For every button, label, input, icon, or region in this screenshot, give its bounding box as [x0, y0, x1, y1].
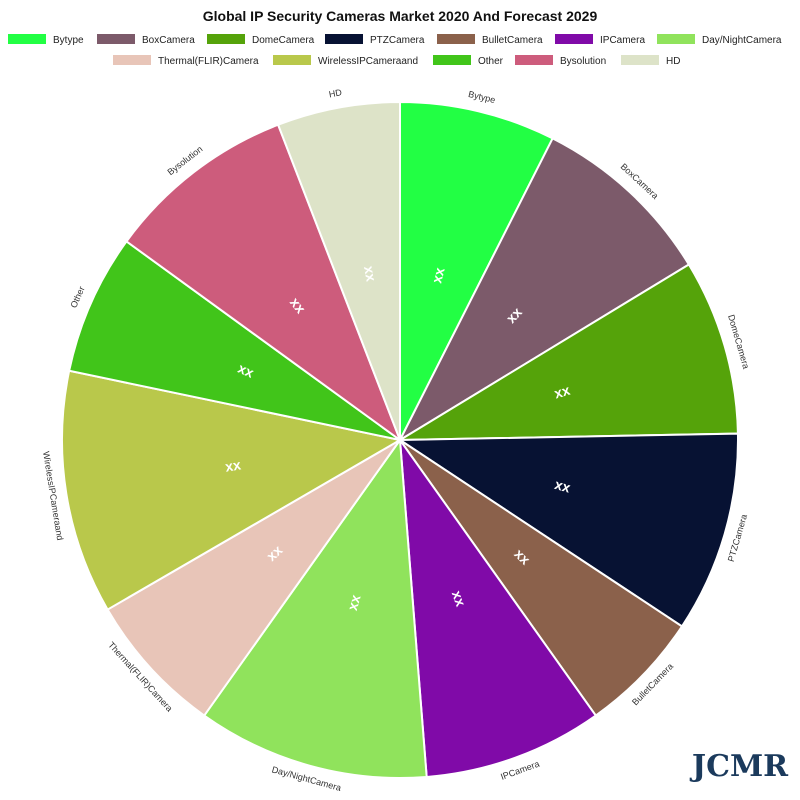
legend-label: BoxCamera: [142, 35, 195, 46]
legend-label: Day/NightCamera: [702, 35, 782, 46]
legend-label: BulletCamera: [482, 35, 543, 46]
legend-swatch: [515, 55, 553, 65]
pie-slices: [61, 100, 739, 779]
legend-swatch: [437, 34, 475, 44]
pie-slice-day-nightcamera[interactable]: [202, 437, 428, 779]
jcmr-logo: JCMR: [689, 749, 789, 784]
legend-label: HD: [666, 56, 680, 67]
legend: Bytype BoxCamera DomeCamera PTZCamera Bullet…: [8, 34, 782, 67]
legend-swatch: [657, 34, 695, 44]
chart-title: Global IP Security Cameras Market 2020 A…: [203, 8, 598, 24]
data-label-ipcamera: xx: [449, 588, 469, 608]
pie-slice-hd[interactable]: [276, 100, 401, 441]
data-label-day-nightcamera: xx: [344, 593, 364, 612]
legend-label: Thermal(FLIR)Camera: [158, 56, 259, 67]
pie-slice-ptzcamera[interactable]: [396, 432, 739, 628]
pie-slice-bulletcamera[interactable]: [399, 439, 684, 717]
data-label-other: xx: [236, 360, 257, 381]
legend-swatch: [555, 34, 593, 44]
pie-slice-thermal-flir-camera[interactable]: [106, 439, 401, 717]
legend-item-wirelessipcameraand[interactable]: WirelessIPCameraand: [273, 55, 418, 67]
legend-swatch: [207, 34, 245, 44]
pie-slice-bytype[interactable]: [399, 100, 554, 441]
data-label-hd: xx: [361, 265, 380, 283]
legend-swatch: [8, 34, 46, 44]
data-label-wirelessipcameraand: xx: [224, 456, 242, 474]
legend-label: Bysolution: [560, 56, 606, 67]
legend-label: PTZCamera: [370, 35, 425, 46]
legend-item-ipcamera[interactable]: IPCamera: [555, 34, 645, 46]
legend-label: IPCamera: [600, 35, 645, 46]
legend-item-hd[interactable]: HD: [621, 55, 680, 67]
legend-swatch: [325, 34, 363, 44]
data-label-bytype: xx: [428, 266, 447, 285]
pie-slice-boxcamera[interactable]: [397, 137, 691, 443]
slice-label-wirelessipcameraand: WirelessIPCameraand: [41, 451, 65, 541]
legend-item-bulletcamera[interactable]: BulletCamera: [437, 34, 543, 46]
data-label-ptzcamera: xx: [553, 476, 573, 496]
slice-label-hd: HD: [328, 87, 343, 99]
legend-item-thermal-flir-camera[interactable]: Thermal(FLIR)Camera: [113, 55, 259, 67]
legend-swatch: [433, 55, 471, 65]
legend-label: WirelessIPCameraand: [318, 56, 418, 67]
legend-item-bysolution[interactable]: Bysolution: [515, 55, 606, 67]
legend-label: DomeCamera: [252, 35, 315, 46]
legend-item-domecamera[interactable]: DomeCamera: [207, 34, 315, 46]
pie-slice-bysolution[interactable]: [125, 123, 403, 443]
pie-slice-ipcamera[interactable]: [398, 436, 598, 779]
legend-item-day-nightcamera[interactable]: Day/NightCamera: [657, 34, 782, 46]
legend-item-boxcamera[interactable]: BoxCamera: [97, 34, 195, 46]
legend-swatch: [113, 55, 151, 65]
legend-swatch: [97, 34, 135, 44]
legend-item-ptzcamera[interactable]: PTZCamera: [325, 34, 425, 46]
legend-label: Bytype: [53, 35, 84, 46]
legend-swatch: [273, 55, 311, 65]
slice-label-bytype: Bytype: [467, 89, 496, 105]
pie-slice-domecamera[interactable]: [396, 263, 739, 442]
data-label-domecamera: xx: [552, 382, 572, 402]
legend-item-other[interactable]: Other: [433, 55, 504, 67]
legend-swatch: [621, 55, 659, 65]
legend-label: Other: [478, 56, 504, 67]
pie-slice-other[interactable]: [67, 240, 401, 441]
slice-label-other: Other: [68, 285, 86, 310]
pie-slice-wirelessipcameraand[interactable]: [61, 369, 403, 611]
legend-item-bytype[interactable]: Bytype: [8, 34, 84, 46]
